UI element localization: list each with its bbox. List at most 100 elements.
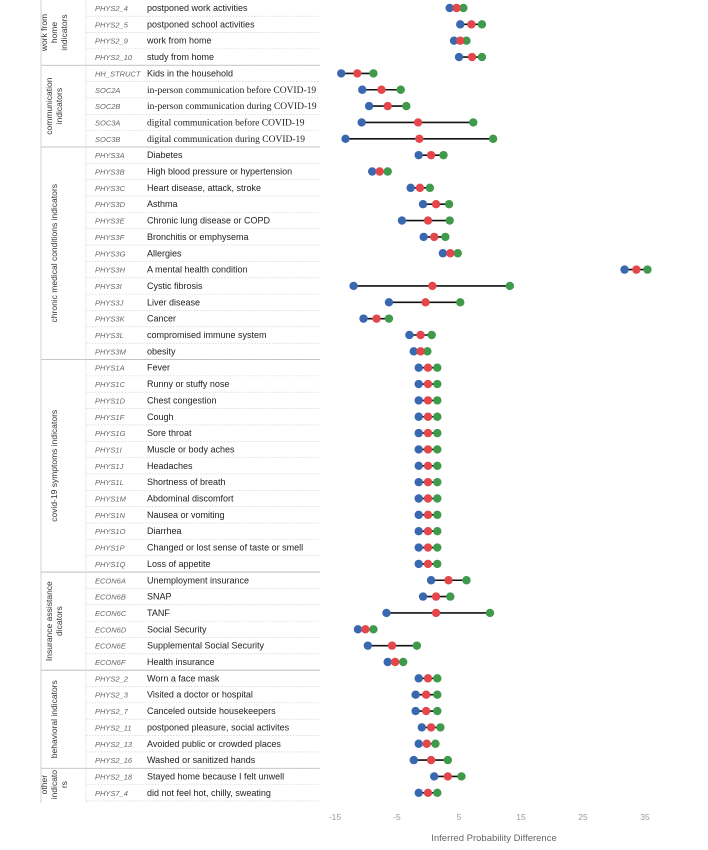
row-code: PHYS2_2 [95, 674, 129, 683]
group-label: Insurance assistance [44, 581, 54, 661]
row-label: work from home [146, 36, 212, 46]
point-blue [456, 20, 465, 29]
row-code: PHYS3I [95, 282, 122, 291]
group-label: covid-19 symptoms indicators [49, 410, 59, 522]
row-label: study from home [147, 52, 214, 62]
point-green [433, 706, 442, 716]
point-green [477, 52, 487, 62]
point-red [431, 608, 441, 618]
point-red [423, 477, 433, 487]
point-blue [454, 52, 464, 62]
point-blue [384, 298, 394, 307]
row-code: PHYS3B [95, 168, 125, 177]
point-green [412, 641, 422, 650]
point-blue [449, 36, 459, 45]
x-tick-label: 35 [640, 812, 650, 822]
point-green [441, 232, 450, 242]
x-tick-label: 5 [457, 812, 462, 822]
row-code: PHYS3M [95, 347, 127, 356]
row-label: Heart disease, attack, stroke [147, 183, 261, 193]
row-label: Muscle or body aches [147, 444, 235, 454]
point-red [422, 739, 431, 748]
point-green [439, 150, 448, 160]
point-green [444, 200, 454, 209]
point-blue [414, 428, 423, 438]
point-green [402, 101, 411, 111]
point-green [384, 314, 394, 323]
row-label: Runny or stuffy nose [147, 379, 229, 389]
row-code: PHYS1L [95, 478, 124, 487]
row-label: Sore throat [147, 428, 192, 438]
row-label: Stayed home because I felt unwell [147, 771, 284, 781]
row-label: Cancer [147, 314, 176, 324]
row-code: ECON6C [95, 609, 127, 618]
point-red [421, 690, 431, 699]
point-blue [397, 216, 407, 225]
point-blue [414, 412, 423, 421]
point-blue [358, 85, 367, 94]
row-label: Headaches [147, 461, 193, 471]
point-green [446, 592, 455, 601]
point-green [459, 3, 468, 13]
point-red [415, 134, 424, 143]
point-blue [438, 249, 448, 258]
row-label: postponed school activities [147, 19, 255, 29]
point-blue [414, 527, 423, 536]
point-green [425, 183, 435, 193]
point-blue [414, 559, 423, 569]
row-code: PHYS3G [95, 249, 126, 258]
point-green [643, 265, 652, 274]
row-label: in-person communication before COVID-19 [147, 85, 316, 96]
point-blue [445, 3, 454, 13]
point-red [423, 788, 433, 797]
point-red [452, 3, 461, 13]
point-red [426, 755, 436, 765]
point-green [433, 559, 442, 569]
point-green [369, 69, 378, 78]
row-label: Social Security [147, 624, 207, 634]
row-label: Supplemental Social Security [147, 641, 265, 651]
point-blue [414, 510, 423, 520]
point-blue [353, 625, 363, 634]
point-red [431, 592, 441, 601]
point-blue [414, 461, 423, 470]
point-green [423, 347, 432, 356]
point-green [505, 281, 515, 291]
group-label: work from [39, 14, 49, 52]
point-red [423, 527, 433, 536]
group-label: indicators [59, 14, 69, 50]
row-label: Asthma [147, 199, 178, 209]
point-red [423, 216, 433, 225]
point-green [433, 543, 442, 552]
row-code: PHYS1Q [95, 560, 126, 569]
point-blue [341, 134, 350, 143]
row-label: Canceled outside housekeepers [147, 706, 276, 716]
row-code: PHYS1P [95, 544, 125, 553]
row-code: PHYS3D [95, 200, 126, 209]
point-green [433, 445, 442, 454]
row-code: PHYS2_10 [95, 53, 133, 62]
point-blue [414, 788, 423, 797]
point-blue [419, 232, 428, 242]
point-green [457, 772, 466, 781]
point-blue [368, 167, 377, 176]
point-blue [414, 445, 423, 454]
point-green [433, 527, 442, 536]
point-blue [417, 723, 426, 732]
point-red [431, 200, 441, 209]
row-code: PHYS1G [95, 429, 126, 438]
group-label: communication [44, 77, 54, 134]
point-red [361, 625, 370, 634]
row-code: ECON6A [95, 576, 126, 585]
point-red [632, 265, 641, 274]
point-green [433, 428, 442, 438]
point-green [445, 216, 454, 225]
point-blue [359, 314, 368, 323]
point-red [423, 461, 433, 470]
row-code: PHYS3J [95, 298, 124, 307]
row-code: PHYS1J [95, 462, 124, 471]
row-code: PHYS1M [95, 495, 127, 504]
row-code: PHYS2_11 [95, 723, 132, 732]
row-code: PHYS3L [95, 331, 124, 340]
